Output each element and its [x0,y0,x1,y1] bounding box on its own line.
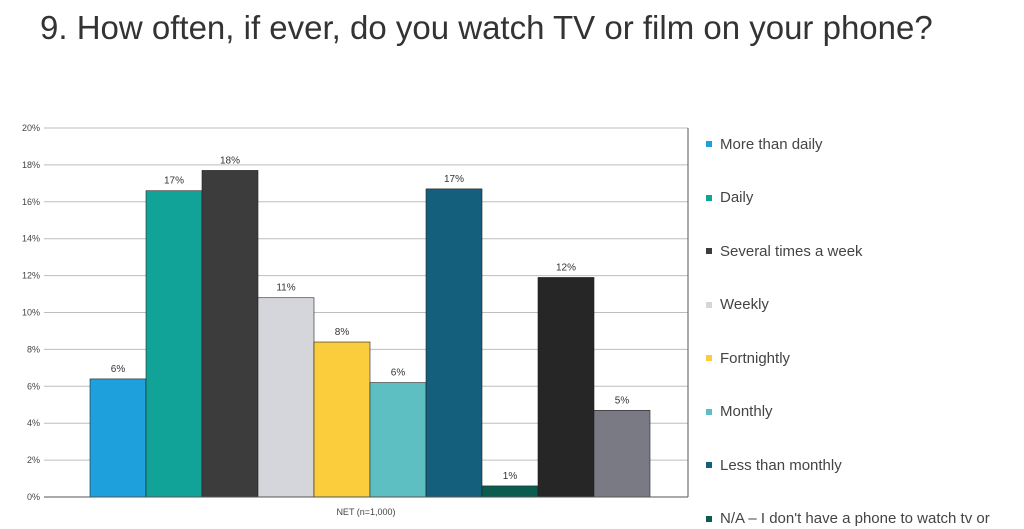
bar [201,170,259,498]
y-tick-label: 14% [22,234,40,244]
legend-label: More than daily [720,135,823,153]
y-tick-label: 10% [22,308,40,318]
legend-item: Fortnightly [706,348,790,368]
bars [89,170,651,498]
bar-data-label: 12% [556,262,576,273]
legend-label: Several times a week [720,242,863,260]
legend-swatch [706,462,712,468]
legend-label: Daily [720,189,754,206]
legend-swatch [706,408,712,415]
legend-swatch [706,141,712,147]
bar-data-label: 6% [391,368,406,379]
y-tick-label: 6% [27,381,40,391]
legend-label: Weekly [720,296,769,313]
legend-swatch [706,515,712,522]
legend-item: N/A – I don't have a phone to watch tv o… [706,509,990,529]
legend-item: Less than monthly [706,455,842,475]
legend-label: Less than monthly [720,456,842,474]
legend-swatch [706,355,712,361]
bar-data-label: 1% [503,471,518,482]
bar-labels: 6% 17% 18% 11% 8% 6% 17% 1% 12% 5% [111,155,630,481]
bar [593,409,651,498]
bar [89,378,147,498]
bar-data-label: 6% [111,364,126,375]
y-tick-label: 8% [27,344,40,354]
y-axis-labels: 0% 2% 4% 6% 8% 10% 12% 14% 16% 18% 20% [22,123,40,502]
y-tick-label: 4% [27,418,40,428]
bar [313,341,371,498]
legend-item: Weekly [706,295,769,315]
y-tick-label: 16% [22,197,40,207]
legend-swatch [706,248,712,254]
bar [425,188,483,498]
legend-item: Several times a week [706,241,863,261]
bar [369,382,427,498]
bar-data-label: 18% [220,155,240,166]
y-tick-label: 2% [27,455,40,465]
y-tick-label: 12% [22,271,40,281]
legend-label: N/A – I don't have a phone to watch tv o… [720,510,990,527]
legend-item: Monthly [706,402,773,422]
legend-item: More than daily [706,134,823,154]
y-tick-label: 18% [22,160,40,170]
legend-label: Fortnightly [720,349,791,367]
chart-title: 9. How often, if ever, do you watch TV o… [40,9,933,46]
bar [257,297,315,498]
bar [537,277,595,498]
legend-item: Daily [706,188,753,208]
bar-data-label: 11% [276,283,295,294]
bar-data-label: 8% [335,327,350,338]
legend-label: Monthly [720,403,773,420]
bar [481,485,539,498]
y-tick-label: 0% [27,492,40,502]
bar-data-label: 5% [615,395,630,406]
bar-data-label: 17% [444,174,464,185]
y-tick-label: 20% [22,123,40,133]
x-category-label: NET (n=1,000) [336,507,395,517]
bar [145,190,203,498]
legend-swatch [706,301,712,308]
legend-swatch [706,194,712,201]
bar-data-label: 17% [164,176,184,187]
